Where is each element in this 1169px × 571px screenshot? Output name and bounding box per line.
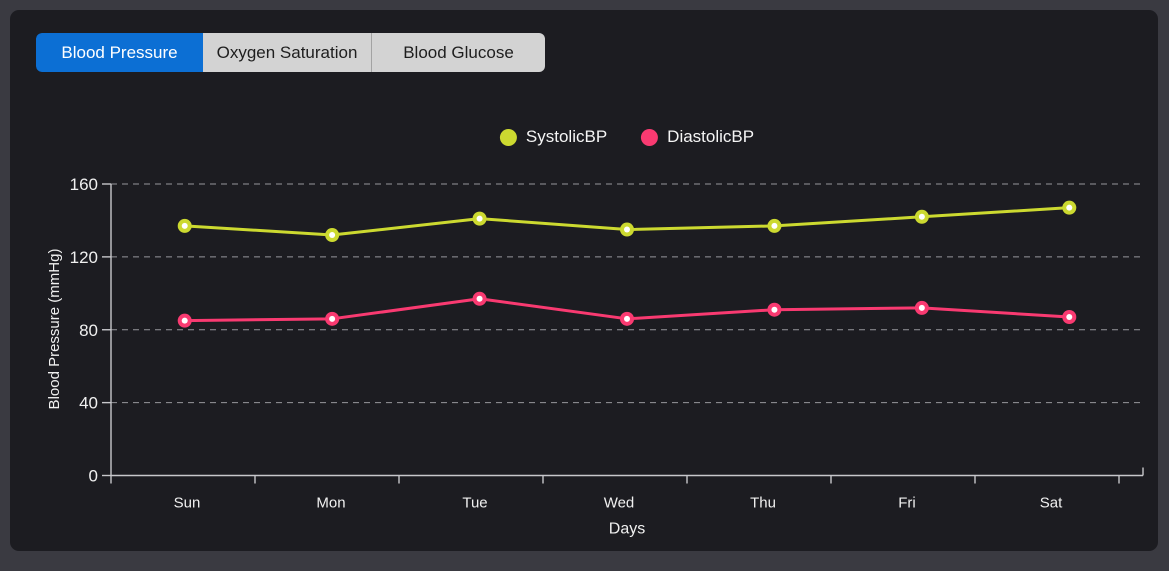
y-tick-label: 160: [70, 175, 98, 194]
tab-blood-glucose[interactable]: Blood Glucose: [371, 33, 545, 72]
x-tick-label-sat: Sat: [1040, 495, 1063, 512]
systolicbp-point-center: [476, 215, 483, 222]
systolicbp-point-center: [1066, 204, 1073, 211]
y-tick-label: 40: [79, 394, 98, 413]
systolicbp-point-center: [771, 222, 778, 229]
y-tick-label: 80: [79, 321, 98, 340]
diastolicbp-point-center: [181, 317, 188, 324]
y-tick-label: 120: [70, 248, 98, 267]
y-axis-title: Blood Pressure (mmHg): [46, 249, 63, 410]
legend-label-systolic: SystolicBP: [525, 127, 608, 146]
tab-blood-pressure[interactable]: Blood Pressure: [36, 33, 203, 72]
systolicbp-point-center: [181, 222, 188, 229]
systolicbp-point-center: [624, 226, 630, 233]
chart-legend: SystolicBP DiastolicBP: [499, 127, 754, 147]
app-panel: Blood Pressure Oxygen Saturation Blood G…: [10, 10, 1158, 551]
diastolicbp-point-center: [329, 315, 336, 322]
x-tick-label-wed: Wed: [604, 495, 635, 512]
x-tick-label-sun: Sun: [174, 495, 201, 512]
systolicbp-point-center: [918, 213, 925, 220]
x-tick-label-mon: Mon: [316, 495, 345, 512]
systolic-legend-marker-icon: [499, 128, 517, 146]
tab-oxygen-saturation[interactable]: Oxygen Saturation: [203, 33, 371, 72]
tab-bar: Blood Pressure Oxygen Saturation Blood G…: [36, 33, 545, 72]
x-tick-label-thu: Thu: [750, 495, 776, 512]
diastolicbp-point-center: [476, 295, 483, 302]
diastolic-legend-marker-icon: [641, 128, 659, 146]
x-tick-label-tue: Tue: [462, 495, 487, 512]
legend-item-systolic[interactable]: SystolicBP: [499, 127, 608, 147]
blood-pressure-line-chart: 0 40 80 120 160 Sun Mon Tue Wed Thu Fri Sat Days Bloo…: [46, 175, 1144, 538]
diastolicbp-point-center: [624, 315, 630, 322]
diastolicbp-point-center: [1066, 313, 1073, 320]
x-axis-title: Days: [609, 521, 645, 538]
diastolicbp-point-center: [918, 304, 925, 311]
legend-label-diastolic: DiastolicBP: [667, 127, 755, 146]
y-tick-label: 0: [89, 467, 98, 486]
diastolicbp-point-center: [771, 306, 778, 313]
legend-item-diastolic[interactable]: DiastolicBP: [641, 127, 754, 147]
x-tick-label-fri: Fri: [898, 495, 916, 512]
systolicbp-point-center: [329, 232, 336, 239]
